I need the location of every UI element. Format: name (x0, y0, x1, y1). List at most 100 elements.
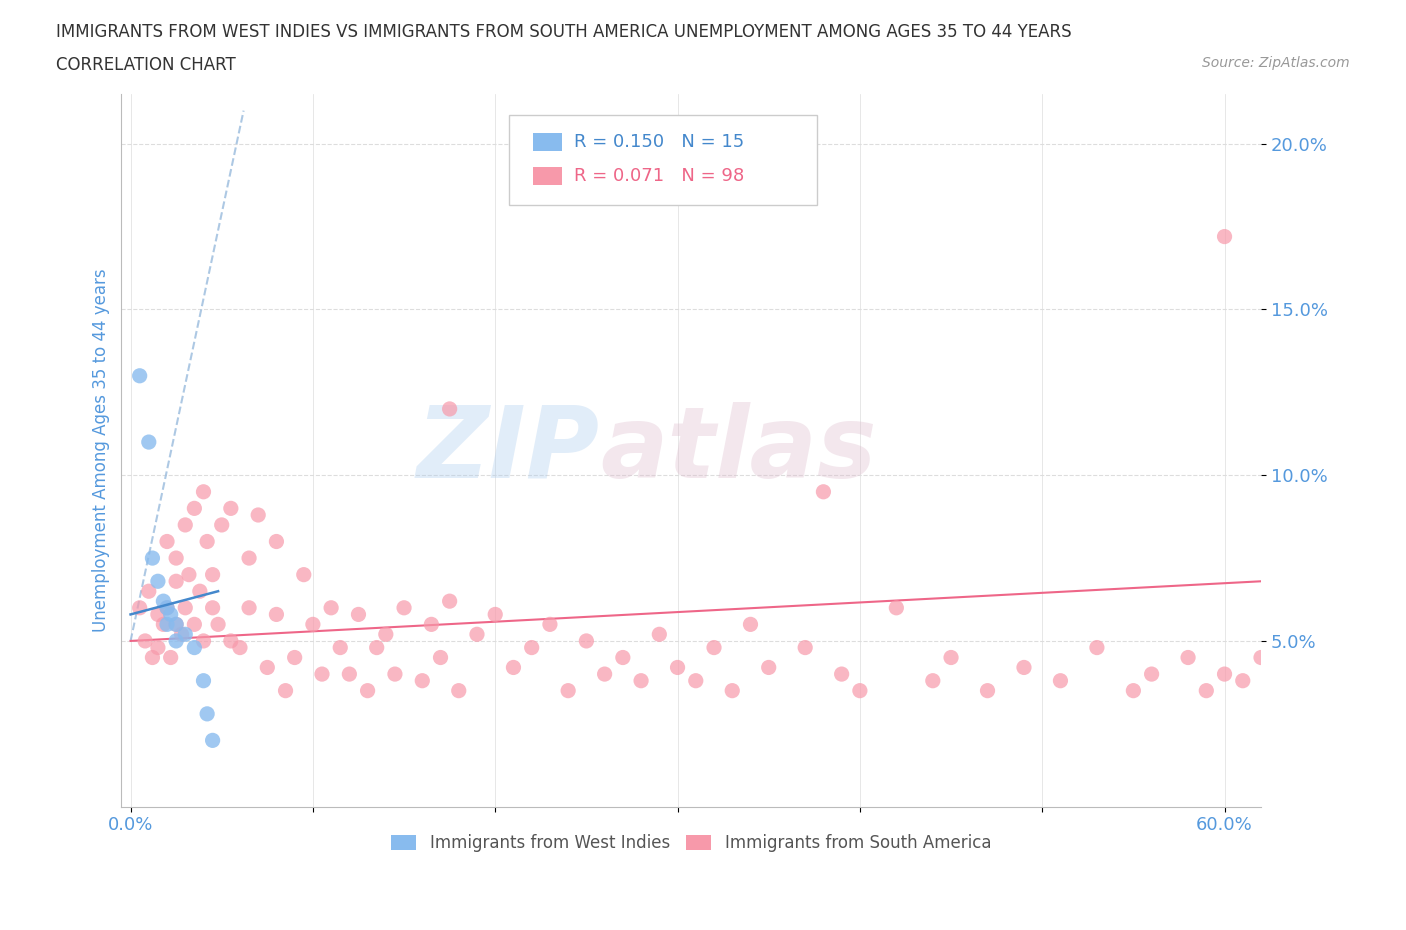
Point (188, 584, 211, 599)
Point (1195, 684, 1218, 698)
Point (465, 627, 488, 642)
Point (195, 707, 218, 722)
Point (366, 640, 388, 655)
Point (266, 534, 288, 549)
Point (174, 517, 197, 532)
Point (256, 660, 278, 675)
Point (128, 601, 150, 616)
Point (1085, 640, 1108, 655)
Point (152, 593, 174, 608)
Text: R = 0.150   N = 15: R = 0.150 N = 15 (574, 133, 744, 151)
Point (321, 601, 343, 616)
Point (630, 673, 652, 688)
Point (183, 617, 205, 631)
Point (138, 584, 160, 599)
Point (447, 684, 470, 698)
Point (201, 733, 224, 748)
Point (302, 617, 325, 631)
Point (165, 551, 187, 565)
Point (193, 633, 215, 648)
Point (134, 633, 156, 648)
Point (183, 640, 205, 655)
Point (207, 617, 229, 631)
Point (939, 650, 962, 665)
Point (146, 607, 169, 622)
Point (703, 640, 725, 655)
Point (976, 684, 998, 698)
Point (311, 667, 333, 682)
Point (648, 627, 671, 642)
Point (156, 601, 179, 616)
Point (1140, 667, 1163, 682)
Point (146, 640, 169, 655)
Y-axis label: Unemployment Among Ages 35 to 44 years: Unemployment Among Ages 35 to 44 years (93, 269, 110, 632)
Point (284, 650, 307, 665)
Point (429, 650, 451, 665)
Point (159, 650, 181, 665)
Text: Source: ZipAtlas.com: Source: ZipAtlas.com (1202, 56, 1350, 70)
Point (538, 617, 561, 631)
Point (195, 534, 218, 549)
Point (141, 650, 163, 665)
FancyBboxPatch shape (509, 115, 817, 205)
Point (794, 640, 817, 655)
Point (439, 402, 461, 417)
Point (411, 673, 433, 688)
Point (170, 627, 193, 642)
Text: atlas: atlas (600, 402, 876, 498)
Point (575, 633, 598, 648)
Point (165, 633, 187, 648)
Point (740, 617, 762, 631)
FancyBboxPatch shape (533, 133, 562, 151)
Point (484, 607, 506, 622)
Point (141, 551, 163, 565)
Point (266, 607, 288, 622)
Point (557, 684, 579, 698)
Point (247, 508, 270, 523)
Legend: Immigrants from West Indies, Immigrants from South America: Immigrants from West Indies, Immigrants … (384, 828, 998, 859)
Point (502, 660, 524, 675)
Point (1213, 229, 1236, 244)
Point (292, 567, 315, 582)
Point (758, 660, 780, 675)
Point (229, 640, 252, 655)
Point (219, 633, 242, 648)
Point (138, 434, 160, 449)
Point (831, 667, 853, 682)
Text: CORRELATION CHART: CORRELATION CHART (56, 56, 236, 73)
Point (128, 368, 150, 383)
Point (813, 485, 835, 499)
Point (337, 667, 360, 682)
Point (439, 593, 461, 608)
Point (156, 534, 179, 549)
Point (193, 673, 215, 688)
Text: IMMIGRANTS FROM WEST INDIES VS IMMIGRANTS FROM SOUTH AMERICA UNEMPLOYMENT AMONG : IMMIGRANTS FROM WEST INDIES VS IMMIGRANT… (56, 23, 1071, 41)
Point (886, 601, 908, 616)
Point (165, 617, 187, 631)
Point (593, 667, 616, 682)
Point (201, 567, 224, 582)
Point (1250, 650, 1272, 665)
Point (174, 601, 197, 616)
Point (238, 601, 260, 616)
Point (152, 617, 174, 631)
Point (374, 627, 396, 642)
Point (165, 574, 187, 589)
Point (721, 684, 744, 698)
Point (177, 567, 200, 582)
Point (274, 684, 297, 698)
Point (183, 501, 205, 516)
Point (193, 485, 215, 499)
Point (1012, 660, 1035, 675)
FancyBboxPatch shape (533, 166, 562, 185)
Point (238, 551, 260, 565)
Point (420, 617, 443, 631)
Point (384, 667, 406, 682)
Point (666, 660, 689, 675)
Point (921, 673, 943, 688)
Point (219, 501, 242, 516)
Point (520, 640, 543, 655)
Point (1213, 667, 1236, 682)
Point (1177, 650, 1199, 665)
Point (159, 607, 181, 622)
